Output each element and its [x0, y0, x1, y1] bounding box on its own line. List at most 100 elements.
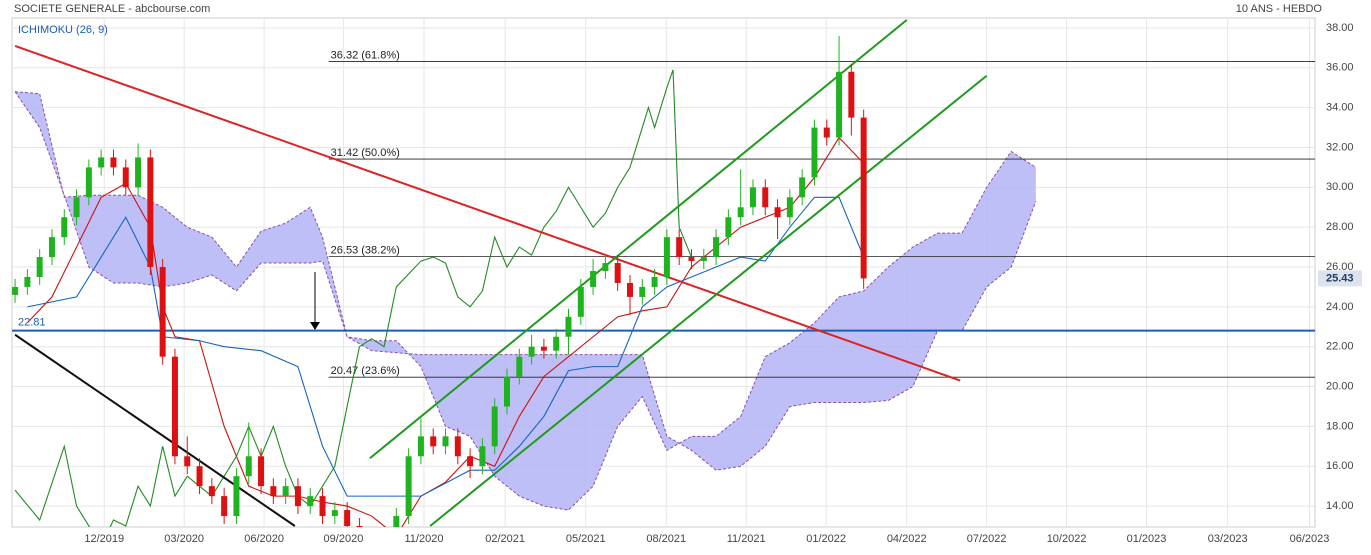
candle-body	[848, 71, 855, 118]
cloud-edge	[14, 91, 1037, 471]
candle-body	[676, 237, 683, 258]
candle-body	[663, 237, 670, 277]
candle-body	[651, 276, 658, 287]
candle-body	[516, 356, 523, 377]
y-tick-label: 14.00	[1326, 500, 1354, 512]
fib-label: 36.32 (61.8%)	[331, 49, 400, 61]
candle-body	[245, 456, 252, 477]
trendline	[429, 74, 988, 527]
candle-body	[713, 237, 720, 258]
candle-body	[823, 127, 830, 138]
y-tick-label: 16.00	[1326, 460, 1354, 472]
x-tick-label: 09/2020	[324, 533, 364, 545]
candle-body	[98, 157, 105, 168]
candle-body	[282, 486, 289, 497]
candle-body	[553, 336, 560, 351]
x-tick-label: 11/2021	[727, 533, 766, 545]
y-tick-label: 28.00	[1326, 221, 1354, 233]
candle-body	[307, 496, 314, 507]
x-tick-label: 10/2022	[1047, 533, 1087, 545]
y-tick-label: 18.00	[1326, 420, 1354, 432]
candle-body	[356, 526, 363, 527]
candle-body	[565, 316, 572, 337]
candle-body	[430, 436, 437, 447]
chart-title: SOCIETE GENERALE - abcbourse.com	[14, 3, 210, 15]
x-tick-label: 11/2020	[405, 533, 444, 545]
candle-body	[73, 197, 80, 218]
candle-body	[614, 263, 621, 283]
x-tick-label: 04/2022	[887, 533, 927, 545]
candle-body	[61, 217, 68, 238]
candle-body	[454, 436, 461, 457]
candle-body	[36, 257, 43, 277]
candle-body	[602, 263, 609, 272]
candle-body	[799, 177, 806, 198]
period: 10 ANS - HEBDO	[1236, 3, 1323, 15]
candle-body	[467, 456, 474, 467]
candle-body	[12, 286, 19, 295]
y-tick-label: 20.00	[1326, 380, 1354, 392]
candle-body	[147, 157, 154, 268]
trendline	[14, 44, 961, 382]
candle-body	[110, 157, 117, 168]
candle-body	[762, 187, 769, 208]
candle-body	[331, 510, 338, 517]
candle-body	[48, 237, 55, 258]
candle-body	[319, 496, 326, 517]
candle-body	[577, 286, 584, 317]
candle-body	[836, 71, 843, 138]
x-tick-label: 08/2021	[646, 533, 686, 545]
cloud-edge	[15, 91, 1037, 511]
indicator-line	[27, 196, 865, 497]
candle-body	[479, 446, 486, 467]
candle-body	[442, 436, 449, 447]
candle-body	[811, 127, 818, 178]
candle-body	[171, 356, 178, 457]
candle-body	[159, 267, 166, 357]
y-tick-label: 38.00	[1326, 22, 1354, 34]
candle-body	[381, 536, 387, 546]
x-tick-label: 01/2023	[1127, 533, 1167, 545]
x-tick-label: 02/2021	[485, 533, 525, 545]
candle-body	[504, 376, 511, 407]
candle-body	[774, 207, 781, 218]
x-tick-label: 06/2023	[1290, 533, 1330, 545]
y-tick-label: 34.00	[1326, 102, 1354, 114]
candle-body	[528, 346, 535, 357]
support-label: 22.81	[18, 316, 46, 328]
candle-body	[786, 197, 793, 218]
candle-body	[737, 207, 744, 218]
axes: 14.00 16.00 18.00 20.00 22.00 24.00 26.00 28.00…	[84, 22, 1362, 545]
candle-body	[688, 257, 695, 262]
candle-body	[725, 217, 732, 238]
candle-body	[122, 167, 129, 188]
y-tick-label: 22.00	[1326, 341, 1354, 353]
fib-label: 31.42 (50.0%)	[331, 147, 400, 159]
candle-body	[344, 510, 351, 527]
candle-body	[294, 486, 301, 507]
candle-body	[626, 282, 633, 297]
candle-body	[700, 257, 707, 262]
last-price-label: 25.43	[1326, 272, 1354, 284]
candle-body	[590, 271, 597, 287]
trendline	[369, 19, 908, 460]
candle-body	[233, 476, 240, 517]
fib-label: 26.53 (38.2%)	[331, 244, 400, 256]
x-tick-label: 12/2019	[84, 533, 124, 545]
x-tick-label: 03/2023	[1208, 533, 1248, 545]
y-tick-label: 30.00	[1326, 181, 1354, 193]
candle-body	[208, 486, 215, 497]
candle-body	[393, 516, 400, 527]
x-tick-label: 06/2020	[244, 533, 284, 545]
candle-body	[639, 286, 646, 297]
candle-body	[221, 496, 228, 517]
trendline	[14, 333, 296, 527]
arrow-head	[310, 322, 320, 330]
y-tick-label: 36.00	[1326, 62, 1354, 74]
x-tick-label: 07/2022	[967, 533, 1007, 545]
cloud	[15, 91, 1036, 511]
candle-body	[184, 456, 191, 467]
candle-body	[270, 486, 277, 497]
candle-body	[405, 456, 412, 517]
